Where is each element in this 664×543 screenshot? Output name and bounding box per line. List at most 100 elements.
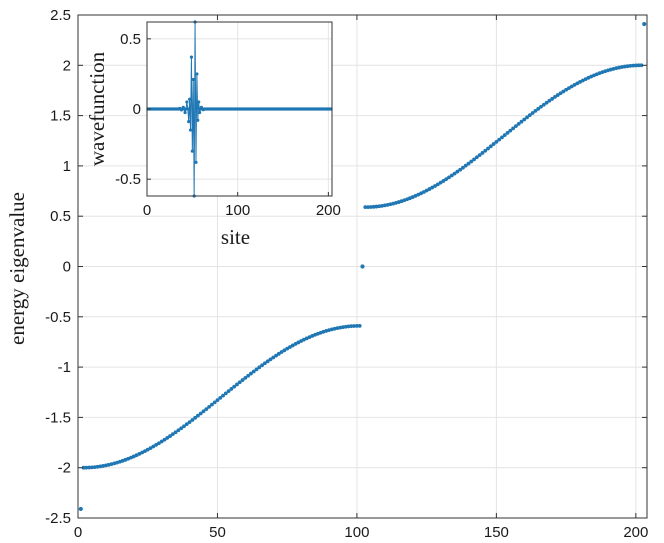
data-point <box>494 139 499 144</box>
data-point <box>527 113 532 118</box>
data-point <box>288 345 292 349</box>
data-point <box>343 324 348 329</box>
data-point <box>198 411 203 416</box>
data-point <box>569 84 574 89</box>
data-point <box>458 167 463 172</box>
wavefunction-point <box>191 77 195 82</box>
data-point <box>352 324 357 328</box>
data-point <box>95 464 100 469</box>
y-tick-label: 1 <box>63 158 71 175</box>
wavefunction-point <box>188 128 193 132</box>
data-point <box>279 350 284 354</box>
data-point <box>622 64 627 69</box>
y-tick-label: -2 <box>58 460 71 477</box>
data-point <box>162 437 167 442</box>
data-point <box>522 117 527 122</box>
data-point <box>366 205 370 210</box>
data-point <box>544 100 549 105</box>
data-point <box>541 102 546 107</box>
data-point <box>243 375 248 380</box>
data-point <box>338 325 343 330</box>
x-tick-label: 150 <box>484 524 509 541</box>
data-point <box>469 159 474 164</box>
data-point <box>477 153 482 158</box>
data-point <box>223 391 228 396</box>
data-point <box>355 323 359 328</box>
x-tick-label: 0 <box>74 524 82 541</box>
data-point <box>154 442 158 447</box>
data-point <box>184 422 189 427</box>
y-tick-label: 0.5 <box>50 208 71 225</box>
data-point <box>226 389 231 394</box>
data-point <box>461 165 465 170</box>
data-point <box>145 447 150 452</box>
data-point <box>229 387 234 391</box>
edge-state-point <box>642 21 647 27</box>
data-point <box>201 409 206 414</box>
wavefunction-point <box>197 100 201 104</box>
data-point <box>168 434 172 438</box>
data-point <box>204 407 209 411</box>
data-point <box>447 175 451 180</box>
data-point <box>282 348 287 353</box>
data-point <box>349 324 354 329</box>
data-point <box>209 402 214 407</box>
y-tick-label: -1.5 <box>45 409 71 426</box>
data-point <box>249 371 253 376</box>
data-point <box>553 95 557 99</box>
inset-y-axis-title: wavefunction <box>85 51 109 166</box>
inset-x-tick-label: 200 <box>316 202 341 219</box>
wavefunction-point <box>197 110 202 115</box>
data-point <box>293 342 298 346</box>
data-point <box>341 325 345 330</box>
data-point <box>143 449 147 454</box>
data-point <box>424 188 429 193</box>
data-point <box>240 378 245 382</box>
data-point <box>514 124 518 129</box>
data-point <box>159 439 164 444</box>
data-point <box>207 404 211 409</box>
data-point <box>268 357 273 362</box>
data-point <box>525 115 529 120</box>
data-point <box>502 133 507 137</box>
data-point <box>558 91 563 96</box>
wavefunction-point <box>186 107 190 111</box>
data-point <box>87 465 92 470</box>
data-point <box>156 441 161 446</box>
data-point <box>148 446 153 451</box>
data-point <box>285 346 290 351</box>
y-tick-label: 0 <box>63 259 71 276</box>
data-point <box>92 465 97 470</box>
data-point <box>260 363 264 368</box>
data-point <box>271 355 276 360</box>
data-point <box>246 373 251 378</box>
y-tick-label: 1.5 <box>50 108 71 125</box>
y-axis-title: energy eigenvalue <box>5 192 29 345</box>
data-point <box>215 398 220 403</box>
data-point <box>533 109 538 113</box>
wavefunction-point <box>185 100 189 104</box>
data-point <box>176 428 181 433</box>
inset-y-tick-label: 0 <box>133 101 141 118</box>
wavefunction-point <box>196 118 200 122</box>
data-point <box>497 137 502 142</box>
data-point <box>193 415 198 420</box>
main-axes <box>77 14 648 519</box>
data-point <box>251 369 256 374</box>
data-point <box>433 184 437 188</box>
data-point <box>151 444 156 449</box>
wavefunction-point <box>189 55 194 59</box>
data-point <box>474 155 479 160</box>
data-point <box>639 63 644 68</box>
x-tick-label: 50 <box>209 524 226 541</box>
inset-y-tick-label: 0.5 <box>120 31 141 48</box>
wavefunction-point <box>194 160 198 164</box>
data-point <box>290 343 295 348</box>
data-point <box>81 465 86 470</box>
main-series <box>78 21 647 512</box>
data-point <box>567 86 571 91</box>
